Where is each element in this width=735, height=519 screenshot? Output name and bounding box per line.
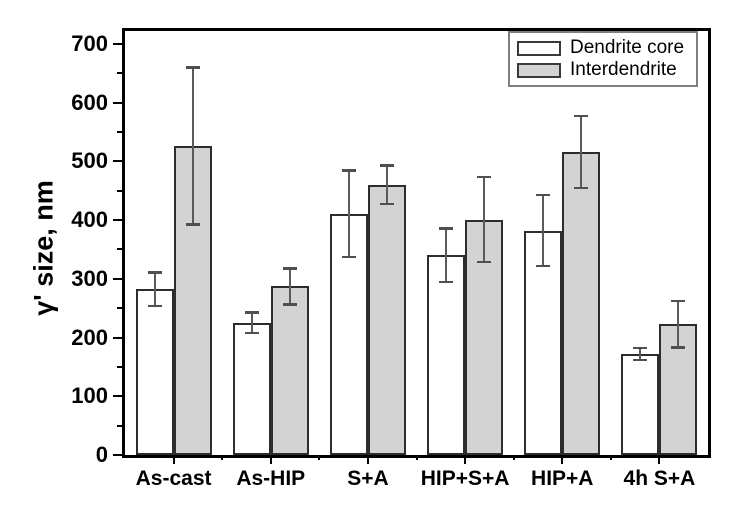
y-major-tick [113,454,122,456]
y-minor-tick [117,424,122,427]
error-bar-cap-bottom [341,255,356,259]
x-major-tick [658,455,661,464]
bar-dendrite-core-hip-s-a [427,255,466,455]
x-major-tick [172,455,175,464]
y-tick-label: 300 [71,265,108,291]
x-tick-label-s-a: S+A [347,467,389,490]
x-minor-tick [318,455,321,460]
error-bar-cap-top [282,267,297,270]
error-bar-dendrite-core-hip-a [542,194,545,267]
x-major-tick [366,455,369,464]
y-minor-tick [117,72,122,75]
y-tick-label: 700 [71,30,108,56]
y-major-tick [113,101,122,104]
x-minor-tick [512,455,515,460]
error-bar-dendrite-core-as-hip [250,312,253,334]
error-bar-interdendrite-s-a [385,165,388,205]
error-bar-cap-top [633,346,648,350]
bar-dendrite-core-as-cast [135,289,174,455]
legend-label-interdendrite: Interdendrite [570,59,677,80]
x-tick-label-as-cast: As-cast [135,467,212,490]
y-minor-tick [117,365,122,368]
x-major-tick [464,455,467,464]
error-bar-cap-top [671,299,686,303]
error-bar-cap-bottom [574,186,589,190]
bar-dendrite-core-hip-a [524,230,563,455]
legend: Dendrite core Interdendrite [508,31,698,87]
x-tick-label-4h-s-a: 4h S+A [623,467,696,490]
plot-area [122,28,711,458]
x-minor-tick [415,455,418,460]
error-bar-cap-top [244,311,259,314]
x-tick-label-hip-s-a: HIP+S+A [420,467,510,490]
error-bar-cap-bottom [536,264,551,268]
x-major-tick [269,455,272,464]
error-bar-cap-top [574,114,589,118]
error-bar-interdendrite-hip-a [580,115,583,189]
x-minor-tick [609,455,612,460]
y-major-tick [113,336,122,339]
legend-item-interdendrite: Interdendrite [517,60,689,80]
error-bar-dendrite-core-as-cast [153,272,156,307]
y-minor-tick [117,307,122,310]
y-tick-label: 100 [71,383,108,409]
x-tick-label-hip-a: HIP+A [531,467,594,490]
error-bar-cap-bottom [379,202,394,206]
bar-dendrite-core-as-hip [232,322,271,455]
legend-swatch-dendrite-core [517,40,561,56]
error-bar-interdendrite-as-hip [288,268,291,305]
error-bar-cap-top [536,193,551,197]
y-major-tick [113,277,122,280]
error-bar-cap-bottom [282,303,297,306]
error-bar-cap-top [147,271,162,274]
bar-dendrite-core-4h-s-a [621,354,660,455]
error-bar-dendrite-core-4h-s-a [639,347,642,361]
y-tick-label: 400 [71,207,108,233]
bar-interdendrite-as-hip [270,286,309,455]
error-bar-cap-bottom [633,358,648,362]
error-bar-cap-bottom [439,280,454,284]
y-major-tick [113,160,122,163]
y-axis-label: γ' size, nm [28,180,59,316]
y-minor-tick [117,189,122,192]
error-bar-cap-top [379,164,394,167]
error-bar-cap-bottom [147,304,162,308]
error-bar-cap-top [439,227,454,230]
error-bar-cap-bottom [671,346,686,349]
y-tick-label: 200 [71,324,108,350]
error-bar-cap-top [185,66,200,69]
bar-interdendrite-hip-a [562,151,601,455]
y-major-tick [113,395,122,398]
error-bar-cap-bottom [244,331,259,335]
y-major-tick [113,219,122,222]
legend-label-dendrite-core: Dendrite core [570,37,685,58]
error-bar-cap-bottom [185,223,200,226]
y-tick-label: 600 [71,89,108,115]
y-tick-label: 0 [95,442,108,467]
legend-item-dendrite-core: Dendrite core [517,38,689,58]
y-minor-tick [117,131,122,133]
error-bar-cap-top [477,175,492,179]
bar-interdendrite-s-a [367,184,406,455]
error-bar-cap-top [341,169,356,172]
y-major-tick [113,42,122,45]
y-minor-tick [117,248,122,251]
error-bar-interdendrite-hip-s-a [483,176,486,263]
error-bar-interdendrite-as-cast [191,67,194,225]
legend-swatch-interdendrite [517,62,561,78]
x-tick-label-as-hip: As-HIP [236,467,306,490]
error-bar-cap-bottom [477,260,492,264]
error-bar-dendrite-core-s-a [347,170,350,258]
error-bar-interdendrite-4h-s-a [677,300,680,348]
x-minor-tick [221,455,224,460]
error-bar-dendrite-core-hip-s-a [445,228,448,283]
y-tick-label: 500 [71,148,108,174]
x-major-tick [561,455,564,464]
